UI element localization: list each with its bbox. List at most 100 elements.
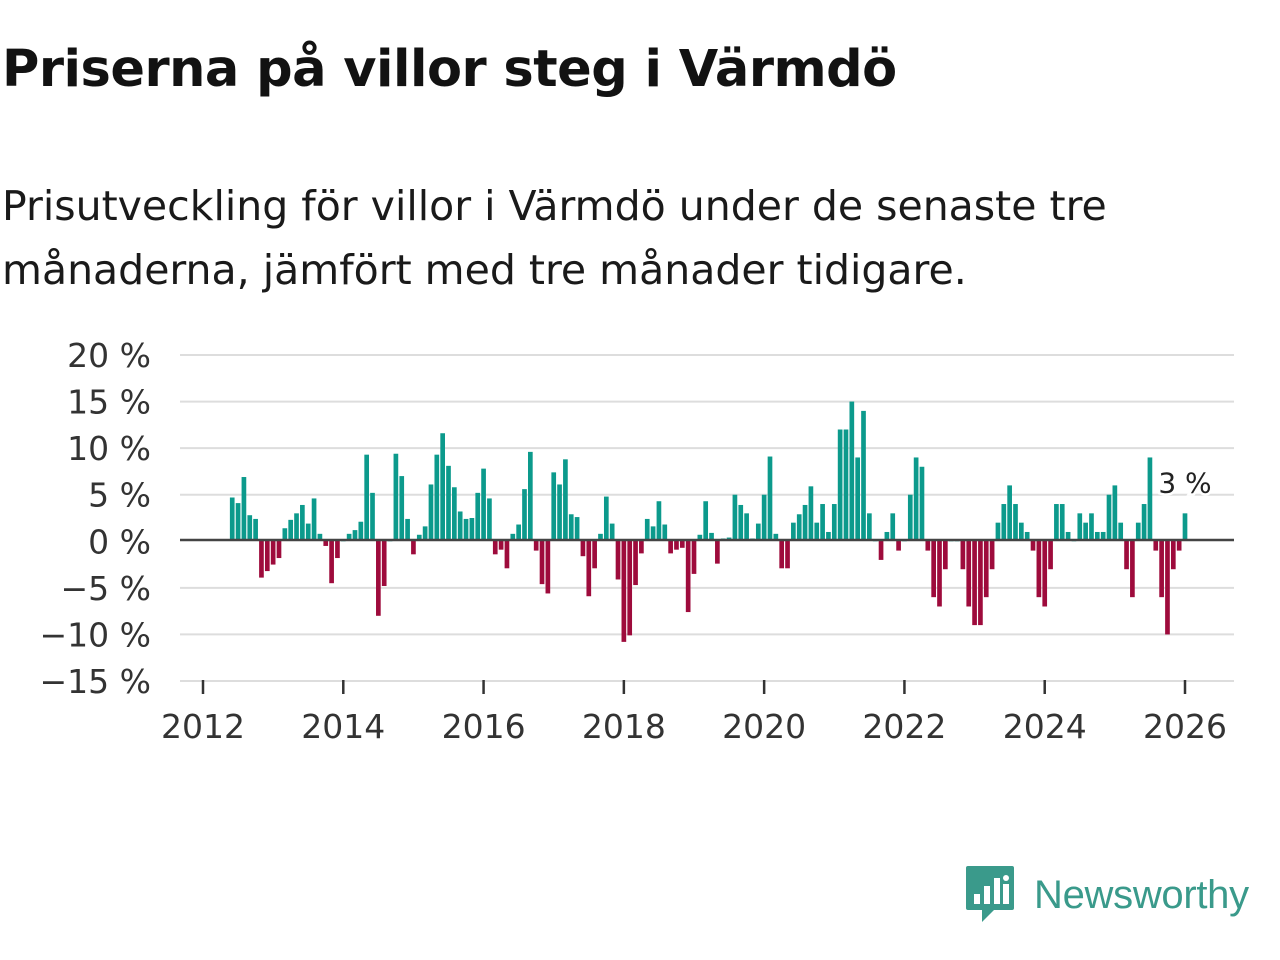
bar	[831, 504, 837, 540]
bar	[247, 515, 253, 540]
bar	[1001, 504, 1007, 540]
bar	[837, 429, 843, 540]
chart-subtitle: Prisutveckling för villor i Värmdö under…	[2, 182, 1107, 294]
bar	[820, 504, 825, 540]
bar	[270, 540, 276, 565]
bar	[452, 487, 457, 540]
bar	[580, 540, 586, 557]
bar	[639, 540, 644, 554]
bar	[1059, 504, 1065, 540]
bar	[1130, 540, 1135, 598]
bar	[469, 518, 475, 540]
gridlines	[180, 354, 1234, 682]
bar	[563, 459, 568, 540]
bar	[504, 540, 510, 569]
bar	[656, 501, 662, 540]
bar	[317, 533, 323, 540]
bar	[960, 540, 966, 570]
bar	[416, 534, 422, 540]
bar	[709, 532, 714, 540]
bar	[1141, 504, 1147, 540]
bar	[288, 519, 294, 540]
last-value-label: 3 %	[1158, 467, 1211, 500]
bar	[434, 454, 440, 540]
bar	[1100, 531, 1106, 540]
bar	[335, 540, 340, 559]
bar	[878, 540, 884, 560]
bar	[1112, 485, 1118, 540]
bar	[305, 523, 311, 540]
bar	[598, 533, 603, 540]
bar	[1013, 504, 1018, 540]
bar	[978, 540, 983, 626]
bar	[1054, 504, 1059, 540]
bar	[1030, 540, 1036, 551]
bar	[259, 540, 264, 578]
bar	[1094, 531, 1100, 540]
bar	[738, 504, 744, 540]
bar	[253, 518, 258, 540]
bar	[294, 513, 299, 540]
bar	[609, 523, 615, 540]
bar	[931, 540, 936, 598]
bar	[1118, 522, 1124, 540]
bar	[1036, 540, 1042, 598]
bar	[1176, 540, 1182, 551]
bar	[568, 514, 574, 540]
bar	[621, 540, 627, 642]
y-tick-label: 20 %	[67, 336, 151, 375]
bar	[796, 514, 802, 540]
bar	[522, 489, 527, 540]
bar	[528, 451, 533, 540]
bar	[399, 476, 405, 540]
bar	[376, 540, 381, 616]
bar	[779, 540, 785, 569]
y-tick-label: 15 %	[67, 383, 151, 422]
x-tick-label: 2014	[301, 707, 385, 746]
bar	[381, 540, 387, 586]
bar	[1135, 522, 1141, 540]
bar	[925, 540, 931, 551]
bar	[791, 522, 796, 540]
bar	[674, 540, 679, 550]
bar	[849, 401, 855, 540]
bar	[1083, 522, 1088, 540]
x-tick-label: 2024	[1003, 707, 1087, 746]
bar	[1165, 540, 1170, 635]
bar	[890, 513, 896, 540]
bar	[1159, 540, 1164, 598]
bar	[428, 484, 434, 540]
bar	[346, 533, 352, 540]
bar	[481, 468, 486, 540]
bar	[586, 540, 592, 597]
bar	[855, 457, 861, 540]
bar	[370, 492, 375, 540]
bar	[1170, 540, 1176, 570]
bar	[229, 497, 235, 540]
bar	[627, 540, 633, 636]
bar	[282, 528, 288, 540]
bar	[767, 456, 773, 540]
bar	[989, 540, 995, 570]
y-tick-label: −15 %	[40, 662, 152, 701]
bar	[703, 501, 709, 540]
bar	[1019, 522, 1024, 540]
bar	[896, 540, 901, 551]
bar	[457, 511, 463, 540]
x-axis-ticks: 2012 2014 2016 2018 2020 2022 2024 2026	[161, 680, 1227, 746]
bar	[650, 526, 656, 540]
bar	[744, 513, 749, 540]
bar	[1089, 513, 1094, 540]
bar-chart: 20 %15 %10 %5 %0 %−5 %−10 %−15 % 2012 201…	[40, 336, 1234, 746]
bar	[422, 526, 428, 540]
bar	[475, 492, 481, 540]
bar	[557, 484, 562, 540]
bar	[358, 521, 364, 540]
bar	[533, 540, 539, 551]
bar	[715, 540, 720, 564]
bar	[867, 513, 872, 540]
bar	[1106, 494, 1112, 540]
bar	[276, 540, 282, 559]
newsworthy-logo-icon	[966, 866, 1014, 922]
bar	[1147, 457, 1153, 540]
